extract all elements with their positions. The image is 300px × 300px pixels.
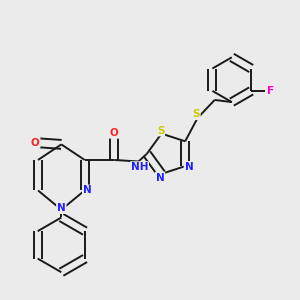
Text: O: O xyxy=(110,128,118,138)
Text: F: F xyxy=(267,86,274,96)
Text: N: N xyxy=(156,172,164,183)
Text: S: S xyxy=(192,109,200,119)
Text: NH: NH xyxy=(131,162,148,172)
Text: N: N xyxy=(184,162,193,172)
Text: N: N xyxy=(83,185,92,195)
Text: N: N xyxy=(57,203,66,213)
Text: S: S xyxy=(157,125,164,136)
Text: O: O xyxy=(31,138,40,148)
